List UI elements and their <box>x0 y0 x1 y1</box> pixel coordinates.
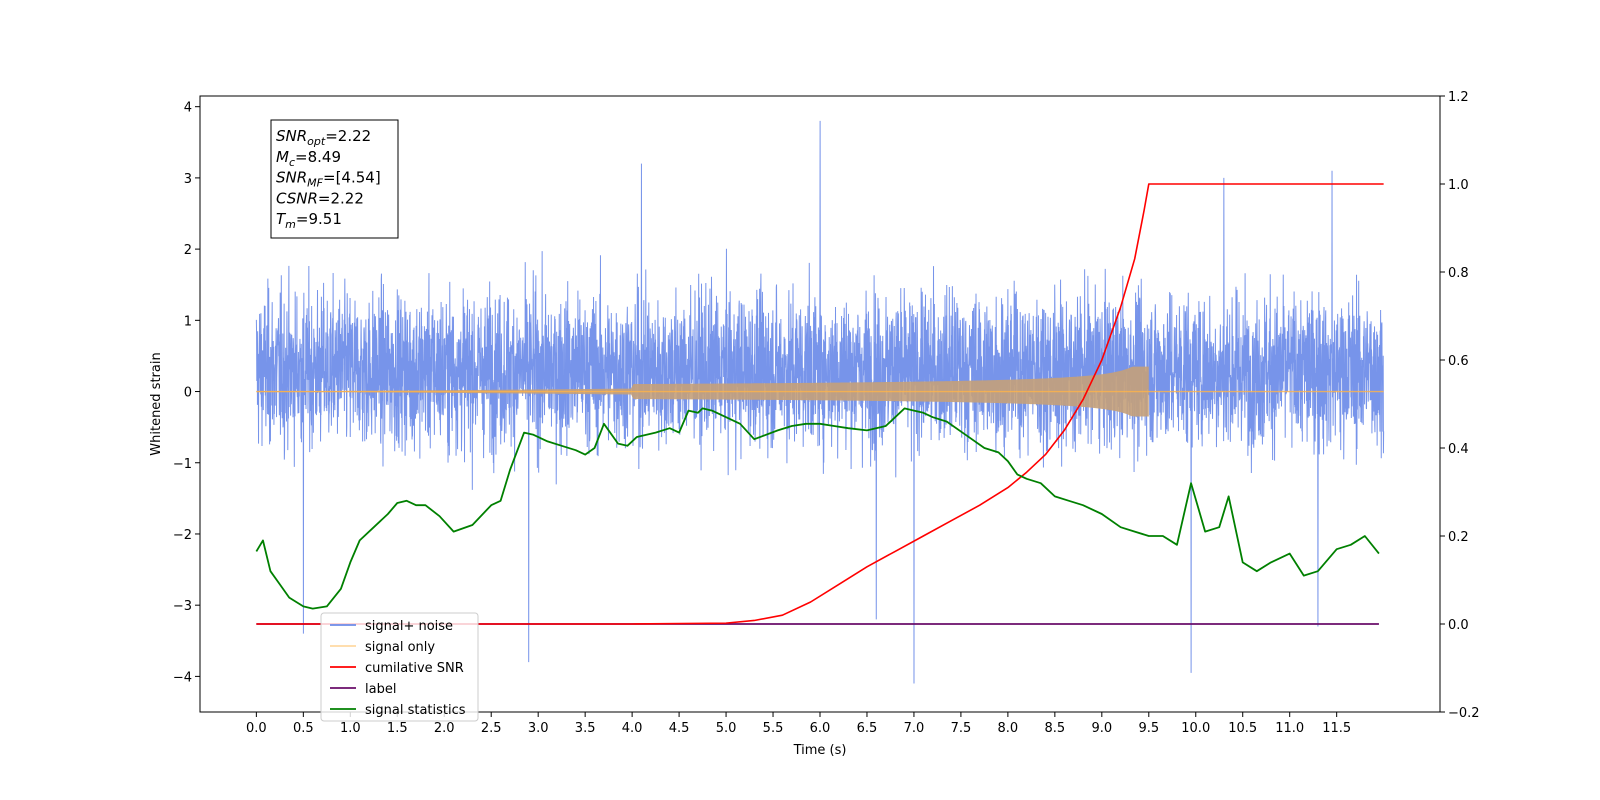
legend-entry: cumilative SNR <box>365 661 464 676</box>
x-tick-label: 11.5 <box>1322 721 1351 736</box>
y-tick-label: 4 <box>184 101 192 116</box>
x-tick-label: 9.0 <box>1091 721 1112 736</box>
legend-entry: signal only <box>365 640 435 655</box>
info-box-frame <box>270 119 399 239</box>
y2-tick-label: 1.0 <box>1448 178 1469 193</box>
legend-frame <box>320 612 479 722</box>
y-tick-label: 3 <box>184 172 192 187</box>
info-sub: MF <box>307 177 323 190</box>
legend-entry: label <box>365 682 396 697</box>
y-tick-label: −3 <box>173 599 192 614</box>
info-value: =9.51 <box>296 210 342 228</box>
info-line: CSNR=2.22 <box>276 189 364 207</box>
info-var: CSNR <box>276 189 318 207</box>
y-tick-label: −1 <box>173 457 192 472</box>
y-axis-label: Whitened strain <box>149 352 164 455</box>
y2-tick-label: 0.2 <box>1448 530 1469 545</box>
y-tick-label: 1 <box>184 314 192 329</box>
x-tick-label: 4.0 <box>622 721 643 736</box>
info-value: =2.22 <box>325 127 371 145</box>
series-signal-noise <box>255 120 1385 684</box>
x-tick-label: 1.0 <box>340 721 361 736</box>
legend-entry: signal+ noise <box>365 619 453 634</box>
x-tick-label: 10.0 <box>1181 721 1210 736</box>
series-cumulative-snr <box>256 183 1384 625</box>
y-tick-label: −2 <box>173 528 192 543</box>
x-tick-label: 0.0 <box>246 721 267 736</box>
y-axis-ticks: −4 −3 −2 −1 0 1 2 3 4 <box>173 101 200 685</box>
x-tick-label: 3.0 <box>528 721 549 736</box>
y2-tick-label: 0.4 <box>1448 442 1469 457</box>
info-sub: opt <box>307 135 326 148</box>
x-tick-label: 3.5 <box>575 721 596 736</box>
info-value: =8.49 <box>295 148 341 166</box>
x-tick-label: 5.5 <box>763 721 784 736</box>
x-tick-label: 4.5 <box>669 721 690 736</box>
x-tick-label: 7.0 <box>904 721 925 736</box>
y2-tick-label: 0.8 <box>1448 266 1469 281</box>
y2-tick-label: 0.0 <box>1448 618 1469 633</box>
y2-tick-label: 0.6 <box>1448 354 1469 369</box>
x-axis-ticks: 0.0 0.5 1.0 1.5 2.0 2.5 3.0 3.5 4.0 4.5 5.0 5.5 6.0 6… <box>246 712 1351 736</box>
info-var: T <box>276 210 287 228</box>
y2-axis-ticks: −0.2 0.0 0.2 0.4 0.6 0.8 1.0 1.2 <box>1440 90 1480 721</box>
x-tick-label: 11.0 <box>1275 721 1304 736</box>
info-line: SNRopt=2.22 <box>276 127 371 148</box>
info-value: =[4.54] <box>323 169 381 187</box>
info-sub: c <box>289 156 295 169</box>
series-signal-statistics <box>255 407 1380 610</box>
info-box: SNRopt=2.22Mc=8.49SNRMF=[4.54]CSNR=2.22T… <box>270 119 399 239</box>
x-tick-label: 1.5 <box>387 721 408 736</box>
legend-entry: signal statistics <box>365 703 466 718</box>
x-tick-label: 2.5 <box>481 721 502 736</box>
info-var: M <box>276 148 289 166</box>
info-line: SNRMF=[4.54] <box>276 169 381 190</box>
x-tick-label: 2.0 <box>434 721 455 736</box>
y2-tick-label: 1.2 <box>1448 90 1469 105</box>
legend: signal+ noise signal only cumilative SNR la… <box>320 612 479 722</box>
info-sub: m <box>285 218 296 231</box>
x-tick-label: 8.0 <box>998 721 1019 736</box>
info-var: SNR <box>276 169 307 187</box>
x-tick-label: 6.5 <box>857 721 878 736</box>
y-tick-label: 2 <box>184 243 192 258</box>
x-tick-label: 6.0 <box>810 721 831 736</box>
x-tick-label: 0.5 <box>293 721 314 736</box>
x-axis-label: Time (s) <box>793 743 847 758</box>
x-tick-label: 7.5 <box>951 721 972 736</box>
y2-tick-label: −0.2 <box>1448 706 1480 721</box>
y-tick-label: 0 <box>184 386 192 401</box>
x-tick-label: 5.0 <box>716 721 737 736</box>
x-tick-label: 9.5 <box>1138 721 1159 736</box>
info-value: =2.22 <box>318 189 364 207</box>
info-line: Tm=9.51 <box>276 210 342 231</box>
info-var: SNR <box>276 127 307 145</box>
y-tick-label: −4 <box>173 670 192 685</box>
x-tick-label: 10.5 <box>1228 721 1257 736</box>
info-line: Mc=8.49 <box>276 148 341 169</box>
x-tick-label: 8.5 <box>1045 721 1066 736</box>
